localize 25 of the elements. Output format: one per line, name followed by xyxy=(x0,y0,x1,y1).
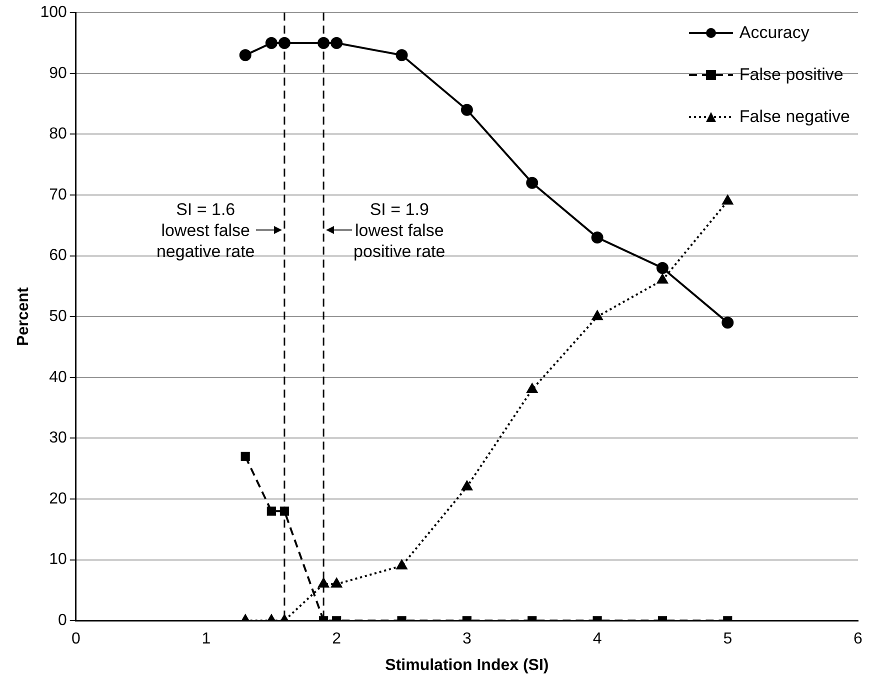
legend-label: Accuracy xyxy=(739,22,810,43)
legend-label: False negative xyxy=(739,106,850,127)
y-tick-label: 20 xyxy=(49,490,67,508)
y-tick-label: 90 xyxy=(49,64,67,82)
y-tick-label: 50 xyxy=(49,308,67,326)
x-tick-label: 0 xyxy=(71,630,80,648)
x-axis-title: Stimulation Index (SI) xyxy=(385,656,549,674)
y-tick-label: 40 xyxy=(49,368,67,386)
y-tick-label: 60 xyxy=(49,247,67,264)
y-tick-label: 70 xyxy=(49,186,67,204)
y-tick-label: 80 xyxy=(49,126,67,143)
x-tick-label: 2 xyxy=(332,630,342,648)
y-tick-label: 0 xyxy=(58,612,67,630)
x-tick-label: 3 xyxy=(462,630,472,648)
y-tick-label: 30 xyxy=(49,430,67,447)
ref-line-label: SI = 1.6 lowest false negative rate xyxy=(156,199,255,262)
x-tick-label: 4 xyxy=(592,630,602,648)
y-axis-title: Percent xyxy=(15,286,32,346)
y-tick-label: 100 xyxy=(40,4,67,22)
x-tick-label: 6 xyxy=(854,630,863,648)
x-tick-label: 5 xyxy=(723,630,732,648)
legend-label: False positive xyxy=(739,64,844,85)
ref-line-label: SI = 1.9 lowest false positive rate xyxy=(354,199,446,262)
x-tick-label: 1 xyxy=(202,630,211,648)
y-tick-label: 10 xyxy=(49,551,67,568)
